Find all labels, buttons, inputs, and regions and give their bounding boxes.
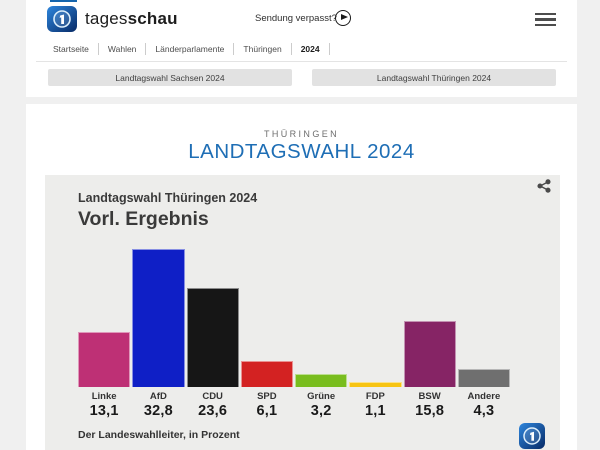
region-kicker: THÜRINGEN [263, 129, 340, 139]
bar-value-label: 3,2 [310, 403, 332, 419]
bar-value-label: 4,3 [473, 403, 495, 419]
bar-column-grüne: Grüne 3,2 [294, 247, 348, 419]
bar-column-linke: Linke 13,1 [77, 247, 131, 419]
bar-area [78, 247, 131, 387]
site-header: tagesschau Sendung verpasst? Startseite … [26, 0, 577, 97]
bar-value-label: 1,1 [364, 403, 386, 419]
bar-linke [78, 332, 131, 387]
top-accent-line [50, 0, 77, 2]
bar-category-label: AfD [149, 391, 167, 402]
menu-hamburger-icon[interactable] [535, 13, 556, 26]
brand-wordmark[interactable]: tagesschau [85, 9, 178, 29]
bar-area [403, 247, 456, 387]
brand-regular: tages [85, 9, 128, 28]
header-divider [36, 61, 567, 62]
bar-category-label: Grüne [307, 391, 336, 402]
bar-column-afd: AfD 32,8 [131, 247, 185, 419]
chart-subtitle: Landtagswahl Thüringen 2024 [78, 191, 258, 205]
bar-value-label: 32,8 [143, 403, 173, 419]
bar-afd [132, 249, 185, 387]
share-icon[interactable] [537, 179, 551, 193]
main-content: THÜRINGEN LANDTAGSWAHL 2024 Landtagswahl… [26, 104, 577, 450]
bar-cdu [186, 288, 239, 387]
bar-category-label: Andere [467, 391, 501, 402]
tagesschau-logo-icon[interactable] [47, 6, 77, 32]
sendung-verpasst-link[interactable]: Sendung verpasst? [255, 13, 337, 24]
bar-value-label: 15,8 [415, 403, 445, 419]
play-icon[interactable] [335, 10, 351, 26]
bar-grüne [295, 374, 348, 387]
bar-bsw [403, 321, 456, 387]
bar-area [240, 247, 293, 387]
chart-source-note: Der Landeswahlleiter, in Prozent [78, 429, 240, 441]
bar-andere [457, 369, 510, 387]
bar-category-label: Linke [91, 391, 117, 402]
bar-value-label: 6,1 [256, 403, 278, 419]
brand-bold: schau [127, 9, 178, 28]
bar-value-label: 13,1 [89, 403, 119, 419]
bar-chart: Linke 13,1 AfD 32,8 CDU 23,6 SPD 6,1 Grüne 3,2 FDP… [77, 247, 511, 419]
bar-area [186, 247, 239, 387]
bar-column-fdp: FDP 1,1 [348, 247, 402, 419]
breadcrumb-wahlen[interactable]: Wahlen [99, 43, 147, 55]
bar-category-label: BSW [418, 391, 441, 402]
bar-category-label: FDP [365, 391, 385, 402]
tagesschau-watermark-icon [519, 423, 545, 449]
bar-spd [240, 361, 293, 387]
page-title: LANDTAGSWAHL 2024 [188, 140, 415, 163]
bar-column-bsw: BSW 15,8 [403, 247, 457, 419]
bar-area [132, 247, 185, 387]
bar-category-label: CDU [202, 391, 223, 402]
button-landtagswahl-thueringen[interactable]: Landtagswahl Thüringen 2024 [312, 69, 556, 86]
bar-value-label: 23,6 [198, 403, 228, 419]
breadcrumb-thueringen[interactable]: Thüringen [234, 43, 292, 55]
breadcrumb-2024[interactable]: 2024 [292, 43, 330, 55]
bar-area [349, 247, 402, 387]
bar-column-andere: Andere 4,3 [457, 247, 511, 419]
bar-area [295, 247, 348, 387]
button-landtagswahl-sachsen[interactable]: Landtagswahl Sachsen 2024 [48, 69, 292, 86]
results-chart-card: Landtagswahl Thüringen 2024 Vorl. Ergebn… [45, 175, 560, 450]
bar-category-label: SPD [257, 391, 277, 402]
bar-column-spd: SPD 6,1 [240, 247, 294, 419]
breadcrumb-laenderparlamente[interactable]: Länderparlamente [146, 43, 235, 55]
bar-area [457, 247, 510, 387]
bar-fdp [349, 382, 402, 387]
chart-title: Vorl. Ergebnis [78, 208, 209, 230]
bar-column-cdu: CDU 23,6 [186, 247, 240, 419]
breadcrumb: Startseite Wahlen Länderparlamente Thüri… [53, 43, 330, 55]
breadcrumb-startseite[interactable]: Startseite [53, 43, 99, 55]
